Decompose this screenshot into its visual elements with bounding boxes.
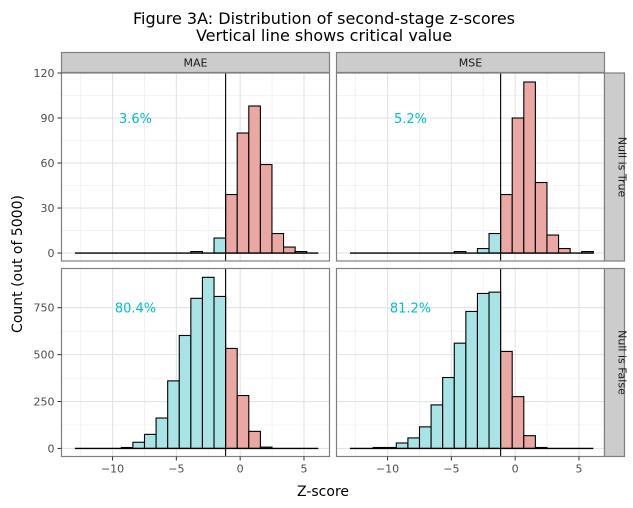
histogram-bar-above-critical [225,193,238,254]
histogram-bar-below-critical [476,292,490,449]
histogram-bar-above-critical [236,394,250,449]
facet-strip-label: MAE [184,57,208,70]
histogram-bar-below-critical [190,297,203,449]
histogram-bar-below-critical [418,426,432,449]
chart-title: Figure 3A: Distribution of second-stage … [133,9,515,28]
y-tick-label: 90 [41,112,55,125]
histogram-bar-below-critical [488,232,502,254]
histogram-bar-below-critical [132,441,146,449]
x-tick-label: 5 [300,463,307,476]
histogram-bar-above-critical [500,193,513,254]
axes-group: 0 30 60 90 120 0 250 500 750 −10 −5 0 5 −10 −5 0 5 [34,67,583,476]
histogram-bar-above-critical [534,181,548,254]
x-tick-label: 5 [575,463,582,476]
histogram-bar-above-critical [225,347,238,449]
facet-strip-row-label: Null is True [616,137,629,198]
histogram-bar-below-critical [213,237,227,254]
histogram-bar-below-critical [201,276,215,449]
facet-panel-mse-1: 81.2% [335,267,606,458]
panels-group: 3.6% 5.2% 80.4% 81.2% [60,72,606,458]
x-tick-label: −5 [443,463,459,476]
histogram-bar-above-critical [511,117,525,254]
facet-panel-mae-0: 3.6% [60,72,331,262]
histogram-bar-below-critical [213,295,227,449]
y-tick-label: 60 [41,157,55,170]
histogram-bar-below-critical [465,310,478,449]
histogram-bar-below-critical [407,437,421,449]
histogram-bar-below-critical [442,376,455,449]
histogram-bar-below-critical [178,334,192,449]
histogram-bar-below-critical [167,380,180,449]
x-tick-label: 0 [237,463,244,476]
histogram-bar-above-critical [271,232,285,254]
x-tick-label: −10 [376,463,399,476]
y-tick-label: 30 [41,202,55,215]
facet-panel-mse-0: 5.2% [335,72,606,262]
histogram-bar-above-critical [523,435,536,449]
histogram-bar-above-critical [259,163,273,254]
facet-panel-mae-1: 80.4% [60,267,331,458]
facet-strip-mse [335,51,606,74]
x-tick-label: −10 [101,463,124,476]
x-axis-title: Z-score [297,484,349,500]
facet-strip-row-label: Null is False [616,330,629,395]
histogram-bar-below-critical [143,433,157,449]
y-axis-title: Count (out of 5000) [10,195,26,333]
histogram-bar-above-critical [283,246,296,254]
histogram-bar-below-critical [453,342,467,449]
percent-annotation: 80.4% [115,302,156,317]
x-tick-label: 0 [512,463,519,476]
strips-group: MAE MSE Null is True Null is False [60,51,629,458]
panel-background [61,73,330,261]
histogram-bar-above-critical [523,81,536,254]
histogram-bar-above-critical [500,350,513,449]
facet-strip-label: MSE [459,57,482,70]
histogram-bar-above-critical [546,234,560,254]
chart-subtitle: Vertical line shows critical value [196,26,452,45]
facet-strip-row-1 [603,267,626,458]
facet-strip-mae [60,51,331,74]
percent-annotation: 3.6% [119,112,152,127]
histogram-bar-above-critical [248,430,261,449]
histogram-bar-above-critical [236,132,250,254]
histogram-bar-below-critical [430,404,444,449]
y-tick-label: 750 [34,302,55,315]
y-tick-label: 0 [48,442,55,455]
panel-border [60,267,331,458]
percent-annotation: 81.2% [390,302,431,317]
histogram-bar-below-critical [488,291,502,449]
histogram-bar-below-critical [395,442,409,449]
histogram-bar-above-critical [248,105,261,254]
y-tick-label: 500 [34,349,55,362]
histogram-bar-above-critical [511,396,525,449]
percent-annotation: 5.2% [394,112,427,127]
facet-strip-row-0 [603,72,626,262]
y-tick-label: 250 [34,396,55,409]
y-tick-label: 0 [48,247,55,260]
x-tick-label: −5 [168,463,184,476]
histogram-bar-below-critical [155,417,169,449]
panel-background [336,73,605,261]
y-tick-label: 120 [34,67,55,80]
